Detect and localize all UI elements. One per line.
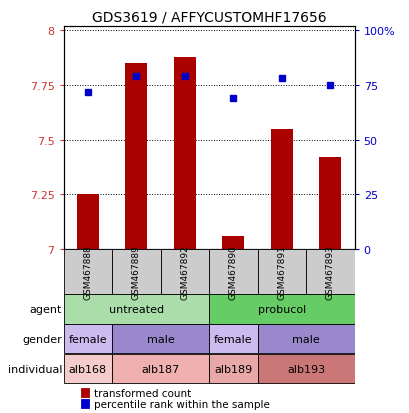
Bar (257, 249, 306, 294)
Text: GSM467889: GSM467889 (132, 244, 140, 299)
Text: transformed count: transformed count (94, 388, 191, 398)
Polygon shape (43, 334, 58, 344)
Text: GSM467891: GSM467891 (277, 244, 285, 299)
Bar (63, 249, 112, 294)
Bar (209, 325, 257, 354)
Polygon shape (43, 364, 58, 374)
Text: male: male (146, 334, 174, 344)
Title: GDS3619 / AFFYCUSTOMHF17656: GDS3619 / AFFYCUSTOMHF17656 (92, 10, 326, 24)
Bar (80, 399, 89, 408)
Text: alb189: alb189 (214, 364, 252, 374)
Bar (80, 389, 89, 397)
Text: individual: individual (8, 364, 62, 374)
Text: GSM467888: GSM467888 (83, 244, 92, 299)
Text: GSM467893: GSM467893 (325, 244, 334, 299)
Bar (112, 325, 209, 354)
Bar (173, 57, 195, 249)
Text: female: female (68, 334, 107, 344)
Bar (209, 354, 257, 384)
Bar (63, 354, 112, 384)
Text: agent: agent (29, 304, 62, 314)
Text: gender: gender (22, 334, 62, 344)
Bar (209, 294, 354, 324)
Bar (222, 236, 244, 249)
Text: probucol: probucol (257, 304, 305, 314)
Text: female: female (213, 334, 252, 344)
Bar (257, 325, 354, 354)
Bar (270, 129, 292, 249)
Bar (63, 325, 112, 354)
Text: alb168: alb168 (69, 364, 107, 374)
Bar (112, 354, 209, 384)
Text: GSM467892: GSM467892 (180, 244, 189, 299)
Bar (306, 249, 354, 294)
Text: percentile rank within the sample: percentile rank within the sample (94, 399, 270, 409)
Text: alb193: alb193 (286, 364, 324, 374)
Bar (209, 249, 257, 294)
Bar (63, 294, 209, 324)
Text: untreated: untreated (108, 304, 164, 314)
Text: male: male (292, 334, 319, 344)
Polygon shape (43, 304, 58, 314)
Text: alb187: alb187 (141, 364, 179, 374)
Bar (319, 158, 340, 249)
Bar (77, 195, 99, 249)
Bar (257, 354, 354, 384)
Bar (125, 64, 147, 249)
Text: GSM467890: GSM467890 (228, 244, 237, 299)
Bar (160, 249, 209, 294)
Bar (112, 249, 160, 294)
